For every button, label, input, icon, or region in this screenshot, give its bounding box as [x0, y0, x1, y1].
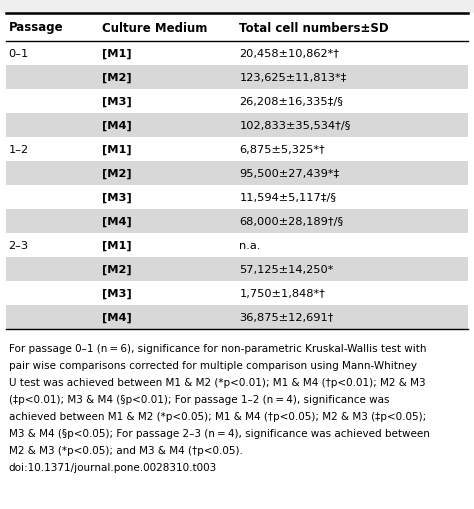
Bar	[6, 281, 468, 305]
Text: [M2]: [M2]	[102, 264, 131, 274]
Text: [M3]: [M3]	[102, 192, 132, 203]
Text: 2–3: 2–3	[9, 241, 28, 250]
Text: [M3]: [M3]	[102, 288, 132, 299]
Text: [M4]: [M4]	[102, 312, 132, 323]
Text: Passage: Passage	[9, 21, 63, 35]
Text: 36,875±12,691†: 36,875±12,691†	[239, 313, 334, 322]
Text: achieved between M1 & M2 (*p<0.05); M1 & M4 (†p<0.05); M2 & M3 (‡p<0.05);: achieved between M1 & M2 (*p<0.05); M1 &…	[9, 411, 426, 421]
Bar	[6, 114, 468, 138]
Text: 11,594±5,117‡/§: 11,594±5,117‡/§	[239, 192, 337, 203]
Text: [M4]: [M4]	[102, 216, 132, 227]
Text: pair wise comparisons corrected for multiple comparison using Mann-Whitney: pair wise comparisons corrected for mult…	[9, 360, 417, 370]
Text: 0–1: 0–1	[9, 49, 29, 59]
Text: 1–2: 1–2	[9, 145, 28, 155]
Bar	[6, 162, 468, 186]
Text: n.a.: n.a.	[239, 241, 261, 250]
Text: 20,458±10,862*†: 20,458±10,862*†	[239, 49, 339, 59]
Bar	[6, 186, 468, 210]
Bar	[6, 66, 468, 90]
Text: [M1]: [M1]	[102, 145, 131, 155]
Bar	[6, 210, 468, 234]
Text: 6,875±5,325*†: 6,875±5,325*†	[239, 145, 325, 155]
Text: M2 & M3 (*p<0.05); and M3 & M4 (†p<0.05).: M2 & M3 (*p<0.05); and M3 & M4 (†p<0.05)…	[9, 445, 242, 455]
Text: [M1]: [M1]	[102, 240, 131, 250]
Text: For passage 0–1 (n = 6), significance for non-parametric Kruskal-Wallis test wit: For passage 0–1 (n = 6), significance fo…	[9, 343, 426, 353]
Text: [M4]: [M4]	[102, 121, 132, 131]
Text: [M2]: [M2]	[102, 168, 131, 179]
Bar	[6, 14, 468, 42]
Text: [M3]: [M3]	[102, 97, 132, 107]
Text: (‡p<0.01); M3 & M4 (§p<0.01); For passage 1–2 (n = 4), significance was: (‡p<0.01); M3 & M4 (§p<0.01); For passag…	[9, 394, 389, 404]
Text: 1,750±1,848*†: 1,750±1,848*†	[239, 289, 325, 298]
Text: 123,625±11,813*‡: 123,625±11,813*‡	[239, 73, 347, 83]
Bar	[0, 0, 474, 14]
Text: U test was achieved between M1 & M2 (*p<0.01); M1 & M4 (†p<0.01); M2 & M3: U test was achieved between M1 & M2 (*p<…	[9, 377, 425, 387]
Text: 26,208±16,335‡/§: 26,208±16,335‡/§	[239, 97, 343, 107]
Text: M3 & M4 (§p<0.05); For passage 2–3 (n = 4), significance was achieved between: M3 & M4 (§p<0.05); For passage 2–3 (n = …	[9, 428, 429, 438]
Bar	[6, 258, 468, 281]
Text: 102,833±35,534†/§: 102,833±35,534†/§	[239, 121, 351, 131]
Bar	[6, 138, 468, 162]
Bar	[6, 234, 468, 258]
Text: [M2]: [M2]	[102, 73, 131, 83]
Text: Total cell numbers±SD: Total cell numbers±SD	[239, 21, 389, 35]
Bar	[6, 305, 468, 329]
Text: 95,500±27,439*‡: 95,500±27,439*‡	[239, 168, 339, 179]
Text: 68,000±28,189†/§: 68,000±28,189†/§	[239, 216, 344, 227]
Text: doi:10.1371/journal.pone.0028310.t003: doi:10.1371/journal.pone.0028310.t003	[9, 462, 217, 472]
Text: [M1]: [M1]	[102, 49, 131, 59]
Text: 57,125±14,250*: 57,125±14,250*	[239, 265, 334, 274]
Bar	[6, 90, 468, 114]
Bar	[6, 42, 468, 66]
Text: Culture Medium: Culture Medium	[102, 21, 207, 35]
